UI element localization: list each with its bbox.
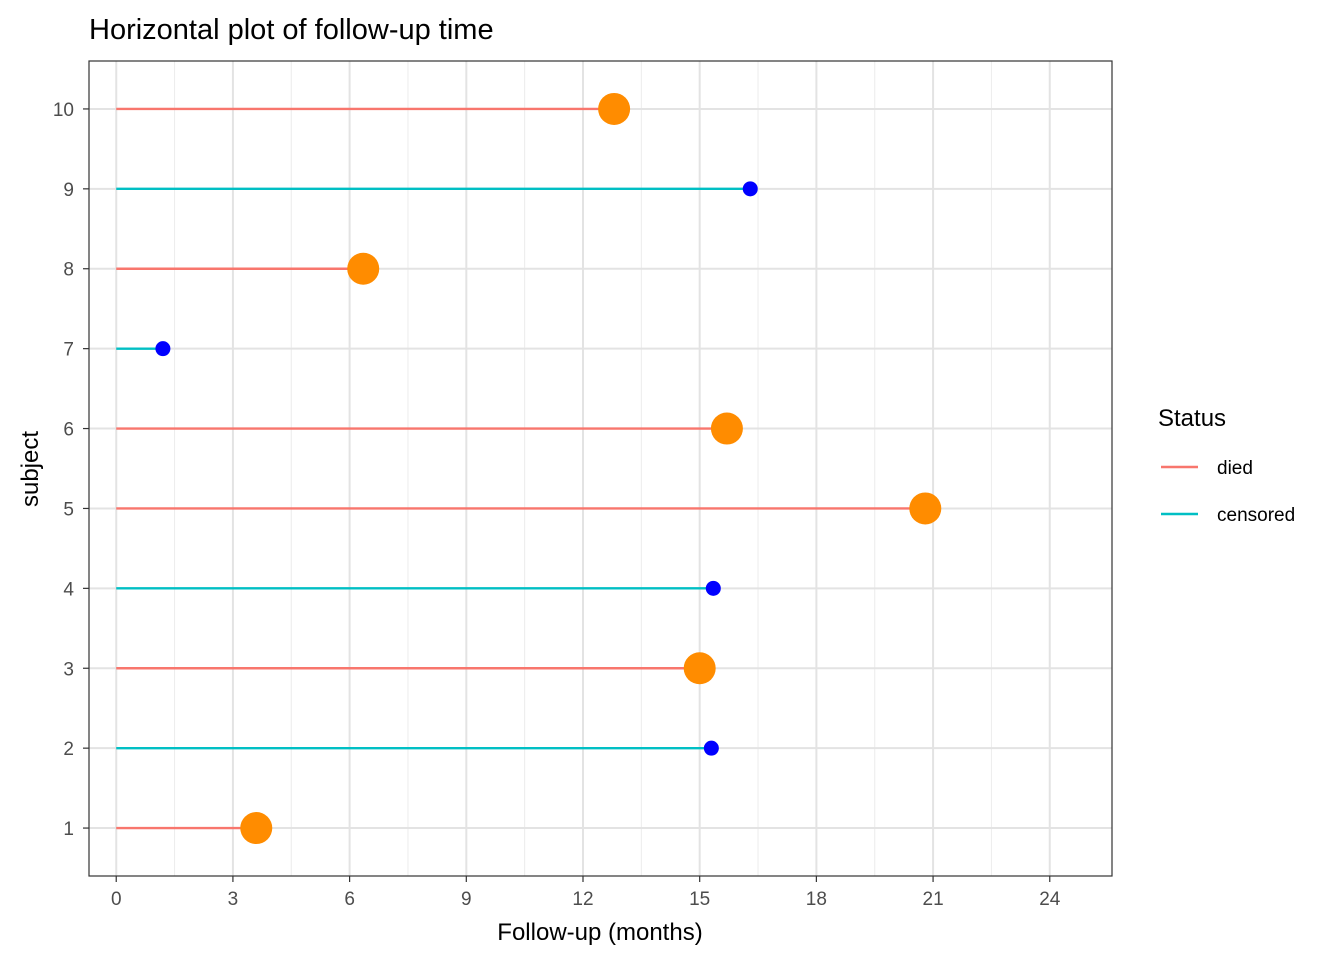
x-tick-label: 3 [228,889,239,910]
followup-point-censored [155,341,171,357]
x-tick-label: 15 [689,889,710,910]
followup-point-died [598,92,631,125]
x-tick-label: 18 [806,889,827,910]
y-tick-label: 5 [63,499,74,520]
grid-layer [89,61,1112,876]
legend-title: Status [1158,405,1226,432]
followup-point-died [683,652,716,685]
y-tick-label: 4 [63,579,74,600]
y-tick-label: 6 [63,420,74,441]
y-tick-label: 8 [63,260,74,281]
y-tick-label: 3 [63,659,74,680]
chart-title: Horizontal plot of follow-up time [89,14,494,46]
followup-point-censored [703,740,719,756]
legend-entries: died censored [1161,458,1295,526]
y-tick-label: 9 [63,180,74,201]
series-layer [116,92,942,845]
x-tick-label: 21 [923,889,944,910]
followup-point-censored [705,580,721,596]
y-tick-label: 10 [53,100,74,121]
legend: Status died censored [1158,405,1295,526]
x-tick-label: 24 [1039,889,1061,910]
panel-border [88,60,1113,877]
x-tick-label: 6 [344,889,355,910]
followup-point-died [347,252,380,285]
y-axis-label: subject [17,431,44,507]
legend-label-censored: censored [1217,505,1295,526]
x-tick-label: 12 [572,889,593,910]
y-tick-label: 7 [63,340,74,361]
x-axis-label: Follow-up (months) [497,919,702,946]
y-tick-label: 1 [63,819,74,840]
followup-point-died [710,412,743,445]
followup-point-died [909,492,942,525]
x-tick-label: 0 [111,889,122,910]
y-tick-label: 2 [63,739,74,760]
followup-point-died [240,812,273,845]
x-tick-label: 9 [461,889,472,910]
followup-point-censored [742,181,758,197]
legend-label-died: died [1217,458,1253,479]
